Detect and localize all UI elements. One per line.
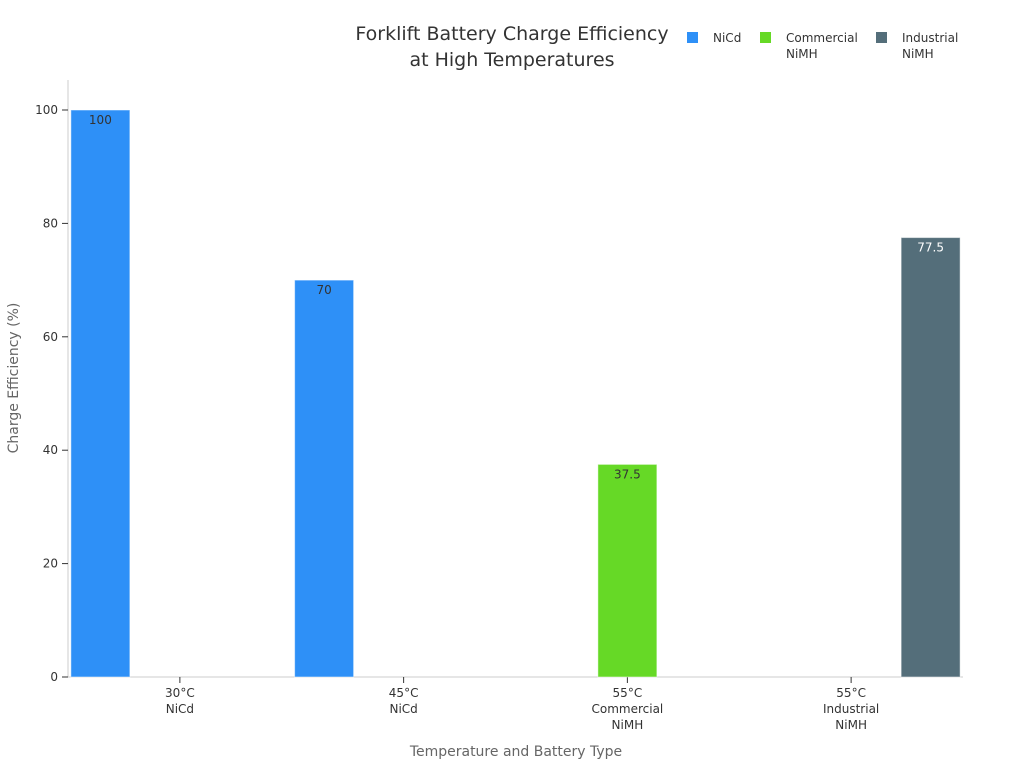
bar-value-label: 37.5 <box>614 467 641 481</box>
chart-title-line: Forklift Battery Charge Efficiency <box>355 23 668 45</box>
bar[interactable] <box>70 109 131 678</box>
legend-label: Commercial <box>786 31 858 45</box>
bar-value-label: 77.5 <box>917 241 944 255</box>
legend-swatch <box>760 32 771 43</box>
legend-label: Industrial <box>902 31 958 45</box>
x-tick-label: NiCd <box>389 702 417 716</box>
legend-label: NiMH <box>902 47 934 61</box>
bar[interactable] <box>294 279 355 678</box>
x-tick-label: NiCd <box>166 702 194 716</box>
legend-label: NiMH <box>786 47 818 61</box>
y-tick-label: 40 <box>43 443 58 457</box>
x-tick-label: 30°C <box>165 686 195 700</box>
x-tick-label: 45°C <box>389 686 419 700</box>
x-tick-label: 55°C <box>836 686 866 700</box>
x-tick-label: NiMH <box>835 718 867 732</box>
bar[interactable] <box>900 237 961 678</box>
x-axis-title: Temperature and Battery Type <box>409 744 622 760</box>
y-tick-label: 80 <box>43 216 58 230</box>
x-tick-label: NiMH <box>612 718 644 732</box>
data-labels: 100 70 37.5 77.5 <box>89 113 944 481</box>
bar-value-label: 100 <box>89 113 112 127</box>
x-tick-label: Commercial <box>591 702 663 716</box>
bar[interactable] <box>597 463 658 678</box>
y-tick-label: 20 <box>43 557 58 571</box>
axes: 0 20 40 60 80 100 30°C NiCd 45°C NiCd 55°C Commerci… <box>6 80 963 760</box>
legend-swatch <box>876 32 887 43</box>
y-tick-label: 0 <box>50 670 58 684</box>
bar-value-label: 70 <box>316 283 331 297</box>
y-tick-label: 100 <box>35 103 58 117</box>
legend-swatch <box>687 32 698 43</box>
bars <box>70 109 961 678</box>
y-axis-title: Charge Efficiency (%) <box>6 303 22 454</box>
x-tick-label: 55°C <box>613 686 643 700</box>
x-tick-label: Industrial <box>823 702 879 716</box>
legend: NiCd Commercial NiMH Industrial NiMH <box>687 31 958 61</box>
legend-label: NiCd <box>713 31 741 45</box>
chart-title-line: at High Temperatures <box>409 49 614 71</box>
chart-title: Forklift Battery Charge Efficiency at Hig… <box>355 23 668 71</box>
y-tick-label: 60 <box>43 330 58 344</box>
